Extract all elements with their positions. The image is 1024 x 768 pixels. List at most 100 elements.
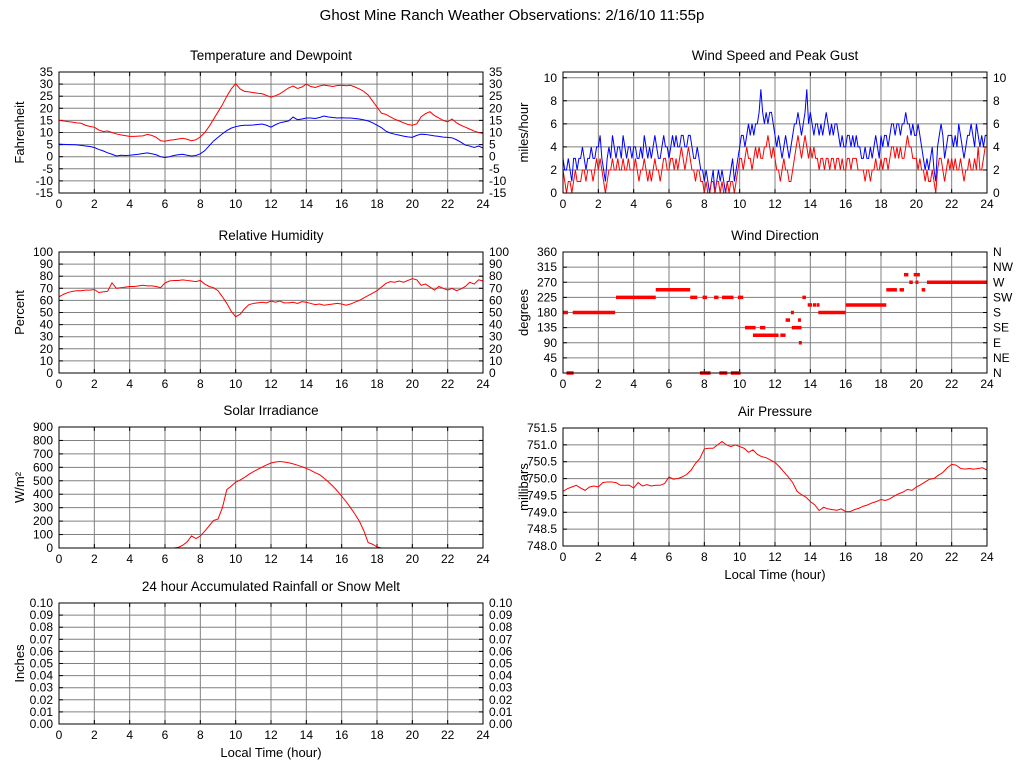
x-tick-label: 16 <box>839 197 853 211</box>
x-tick-label: 16 <box>335 377 349 391</box>
plot-border <box>562 71 988 194</box>
x-tick-label: 10 <box>229 552 243 566</box>
y-tick-label-right: 0.06 <box>489 644 512 658</box>
y-tick-label: -5 <box>42 162 53 176</box>
plot-border <box>58 71 484 194</box>
y-tick-label: -10 <box>36 174 54 188</box>
x-tick-label: 10 <box>229 728 243 742</box>
x-tick-label: 12 <box>768 377 782 391</box>
y-tick-label-right: 0.02 <box>489 693 512 707</box>
y-tick-label-right: 20 <box>489 101 503 115</box>
y-tick-label-right: 0 <box>993 186 1000 200</box>
y-tick-label-right: -5 <box>489 162 500 176</box>
x-tick-label: 0 <box>56 197 63 211</box>
y-tick-label: -15 <box>36 186 54 200</box>
y-tick-label: 751.0 <box>527 438 557 452</box>
x-tick-labels: 0 2 4 6 8 10 12 14 16 18 20 22 24 <box>56 377 490 391</box>
plot-border <box>58 426 484 549</box>
gridlines <box>58 426 484 549</box>
y-tick-label-right: SW <box>993 290 1013 304</box>
y-tick-label: 0.06 <box>30 644 54 658</box>
y-tick-label-right: 0.08 <box>489 620 512 634</box>
y-tick-label: 25 <box>40 89 54 103</box>
x-tick-label: 4 <box>126 728 133 742</box>
y-tick-label-right: E <box>993 336 1001 350</box>
x-tick-label: 18 <box>874 197 888 211</box>
y-axis-label: millibars <box>516 463 531 511</box>
x-tick-label: 12 <box>768 550 782 564</box>
chart-air-pressure: Air Pressure 0 2 4 6 8 10 12 14 16 18 20 22 24 748.0 74… <box>512 391 1024 587</box>
y-tick-label-right: 0.00 <box>489 717 512 731</box>
x-axis-label: Local Time (hour) <box>724 567 825 582</box>
plot-border <box>58 602 484 725</box>
chart-title: Air Pressure <box>738 404 812 419</box>
x-tick-label: 14 <box>804 550 818 564</box>
y-tick-label: 0.01 <box>30 705 54 719</box>
y-tick-label: 40 <box>40 318 54 332</box>
y-tick-label: 748.0 <box>527 539 557 553</box>
series-wind_speed <box>562 135 987 194</box>
x-tick-label: 18 <box>874 377 888 391</box>
x-tick-label: 6 <box>666 197 673 211</box>
chart-title: Relative Humidity <box>218 228 323 243</box>
y-tick-label-right: 0 <box>489 366 496 380</box>
series-temperature <box>58 82 484 142</box>
y-tick-label: 500 <box>33 474 53 488</box>
chart-title: Wind Direction <box>731 228 819 243</box>
x-tick-label: 16 <box>839 377 853 391</box>
x-tick-label: 20 <box>406 197 420 211</box>
x-tick-label: 2 <box>91 728 98 742</box>
x-tick-label: 4 <box>630 197 637 211</box>
x-tick-label: 24 <box>980 377 994 391</box>
x-tick-label: 20 <box>910 377 924 391</box>
y-tick-label-right: 0.04 <box>489 669 512 683</box>
y-tick-label: 10 <box>40 126 54 140</box>
x-tick-label: 12 <box>264 377 278 391</box>
y-tick-labels-left: 748.0 748.5 749.0 749.5 750.0 750.5 751.0 751.5 <box>527 421 557 553</box>
x-tick-label: 6 <box>666 377 673 391</box>
chart-title: Solar Irradiance <box>223 403 318 418</box>
y-tick-label: 0.02 <box>30 693 54 707</box>
x-tick-label: 0 <box>560 377 567 391</box>
y-tick-label-right: 60 <box>489 293 503 307</box>
x-tick-label: 14 <box>300 377 314 391</box>
y-tick-label: 10 <box>40 354 54 368</box>
x-tick-label: 2 <box>91 197 98 211</box>
chart-svg-rainfall: 24 hour Accumulated Rainfall or Snow Mel… <box>12 579 512 760</box>
x-tick-label: 2 <box>595 550 602 564</box>
x-tick-label: 0 <box>560 197 567 211</box>
y-tick-label-right: N <box>993 245 1002 259</box>
plot-border <box>562 251 988 374</box>
gridlines <box>58 602 484 725</box>
y-tick-label: 225 <box>537 290 557 304</box>
chart-title: 24 hour Accumulated Rainfall or Snow Mel… <box>142 579 400 594</box>
series-humidity <box>58 278 484 318</box>
y-tick-label-right: 5 <box>489 138 496 152</box>
x-tick-label: 10 <box>733 377 747 391</box>
chart-rainfall: 24 hour Accumulated Rainfall or Snow Mel… <box>0 567 512 768</box>
y-tick-label: 90 <box>544 336 558 350</box>
y-tick-label-right: 0 <box>489 150 496 164</box>
x-tick-label: 6 <box>162 197 169 211</box>
y-tick-label: 0.03 <box>30 681 54 695</box>
y-tick-label-right: SE <box>993 321 1009 335</box>
y-tick-label: 10 <box>544 71 558 85</box>
y-tick-label: 100 <box>33 245 53 259</box>
y-tick-label-right: 100 <box>489 245 509 259</box>
y-tick-label: 751.5 <box>527 421 557 435</box>
y-tick-label-right: 0.10 <box>489 596 512 610</box>
x-tick-label: 2 <box>595 197 602 211</box>
chart-wind-direction: Wind Direction 0 2 4 6 8 10 12 14 16 18 20 22 24 0 45 90… <box>512 216 1024 398</box>
y-tick-label: 30 <box>40 77 54 91</box>
y-axis-label: Fahrenheit <box>12 101 27 164</box>
x-tick-labels: 0 2 4 6 8 10 12 14 16 18 20 22 24 <box>56 728 490 742</box>
y-tick-label: 50 <box>40 306 54 320</box>
y-tick-label: 0.07 <box>30 632 54 646</box>
y-tick-label-right: -15 <box>489 186 507 200</box>
